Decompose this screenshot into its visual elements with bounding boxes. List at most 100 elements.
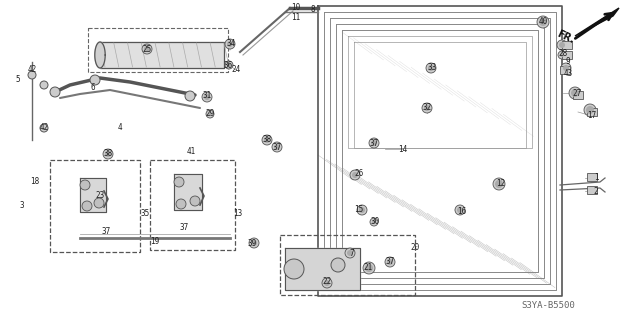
Text: 16: 16	[458, 206, 467, 215]
Bar	[587, 173, 597, 181]
Circle shape	[584, 104, 596, 116]
Circle shape	[560, 53, 564, 57]
Circle shape	[422, 103, 432, 113]
Text: 8: 8	[310, 5, 316, 14]
Circle shape	[190, 196, 200, 206]
Circle shape	[28, 71, 36, 79]
Text: 26: 26	[355, 169, 364, 178]
Text: 14: 14	[398, 145, 408, 154]
Circle shape	[227, 63, 231, 67]
Circle shape	[82, 201, 92, 211]
Circle shape	[249, 238, 259, 248]
Text: 20: 20	[410, 244, 420, 252]
Text: 30: 30	[371, 218, 380, 227]
Circle shape	[272, 142, 282, 152]
Text: 12: 12	[497, 180, 506, 188]
Circle shape	[424, 105, 430, 111]
Text: 25: 25	[142, 44, 152, 53]
Circle shape	[227, 41, 233, 47]
Bar	[587, 186, 597, 194]
Text: 37: 37	[369, 140, 379, 148]
Circle shape	[365, 264, 373, 272]
Circle shape	[345, 248, 355, 258]
Text: 31: 31	[202, 92, 212, 100]
Text: 18: 18	[30, 178, 40, 187]
Polygon shape	[575, 8, 619, 36]
Text: 43: 43	[563, 68, 573, 77]
Circle shape	[322, 278, 332, 288]
Text: 38: 38	[262, 135, 271, 145]
Circle shape	[371, 140, 377, 146]
Text: 37: 37	[273, 142, 282, 151]
Text: 22: 22	[323, 277, 332, 286]
Circle shape	[225, 39, 235, 49]
Text: 37: 37	[101, 228, 111, 236]
Bar	[587, 108, 597, 116]
Text: 6: 6	[91, 84, 95, 92]
Polygon shape	[100, 42, 224, 68]
Text: 15: 15	[355, 204, 364, 213]
Text: 3: 3	[20, 201, 24, 210]
Circle shape	[537, 16, 549, 28]
Circle shape	[359, 207, 365, 213]
Circle shape	[369, 138, 379, 148]
Circle shape	[426, 63, 436, 73]
Circle shape	[90, 75, 100, 85]
Circle shape	[455, 205, 465, 215]
Circle shape	[174, 177, 184, 187]
Text: 27: 27	[572, 89, 582, 98]
Text: 11: 11	[291, 13, 301, 22]
Circle shape	[251, 240, 257, 246]
Circle shape	[385, 257, 395, 267]
Text: 38: 38	[104, 149, 113, 158]
Circle shape	[40, 124, 48, 132]
Text: 36: 36	[223, 60, 232, 69]
Polygon shape	[174, 174, 202, 210]
Text: S3YA-B5500: S3YA-B5500	[521, 300, 575, 309]
Text: 28: 28	[558, 49, 568, 58]
Circle shape	[357, 205, 367, 215]
Circle shape	[208, 112, 212, 116]
Circle shape	[495, 180, 503, 188]
Polygon shape	[285, 248, 360, 290]
Circle shape	[569, 87, 581, 99]
Text: 1: 1	[594, 173, 598, 182]
Text: 4: 4	[118, 123, 122, 132]
Circle shape	[561, 63, 571, 73]
Circle shape	[50, 87, 60, 97]
Circle shape	[202, 92, 212, 102]
Polygon shape	[80, 178, 106, 212]
Circle shape	[558, 51, 566, 59]
Text: 34: 34	[227, 39, 236, 49]
Circle shape	[185, 91, 195, 101]
Text: 9: 9	[566, 58, 570, 67]
Text: 32: 32	[422, 102, 431, 111]
Bar	[573, 91, 583, 99]
Text: 5: 5	[16, 76, 20, 84]
Bar	[560, 66, 570, 74]
Circle shape	[206, 110, 214, 118]
Text: 7: 7	[349, 249, 355, 258]
Text: 13: 13	[234, 210, 243, 219]
Circle shape	[40, 81, 48, 89]
Circle shape	[225, 61, 233, 69]
Text: 40: 40	[538, 18, 548, 27]
Circle shape	[331, 258, 345, 272]
Circle shape	[387, 259, 393, 265]
Circle shape	[274, 144, 280, 150]
Circle shape	[284, 259, 304, 279]
Circle shape	[103, 149, 113, 159]
Circle shape	[324, 280, 330, 286]
Text: 41: 41	[186, 148, 196, 156]
Circle shape	[372, 220, 376, 224]
Text: 39: 39	[248, 238, 257, 247]
Circle shape	[539, 18, 547, 26]
Circle shape	[586, 106, 594, 114]
Circle shape	[105, 151, 111, 157]
Circle shape	[428, 65, 434, 71]
Polygon shape	[95, 42, 105, 68]
Text: 37: 37	[385, 258, 395, 267]
Circle shape	[563, 65, 569, 71]
Circle shape	[571, 89, 579, 97]
Circle shape	[352, 172, 358, 178]
